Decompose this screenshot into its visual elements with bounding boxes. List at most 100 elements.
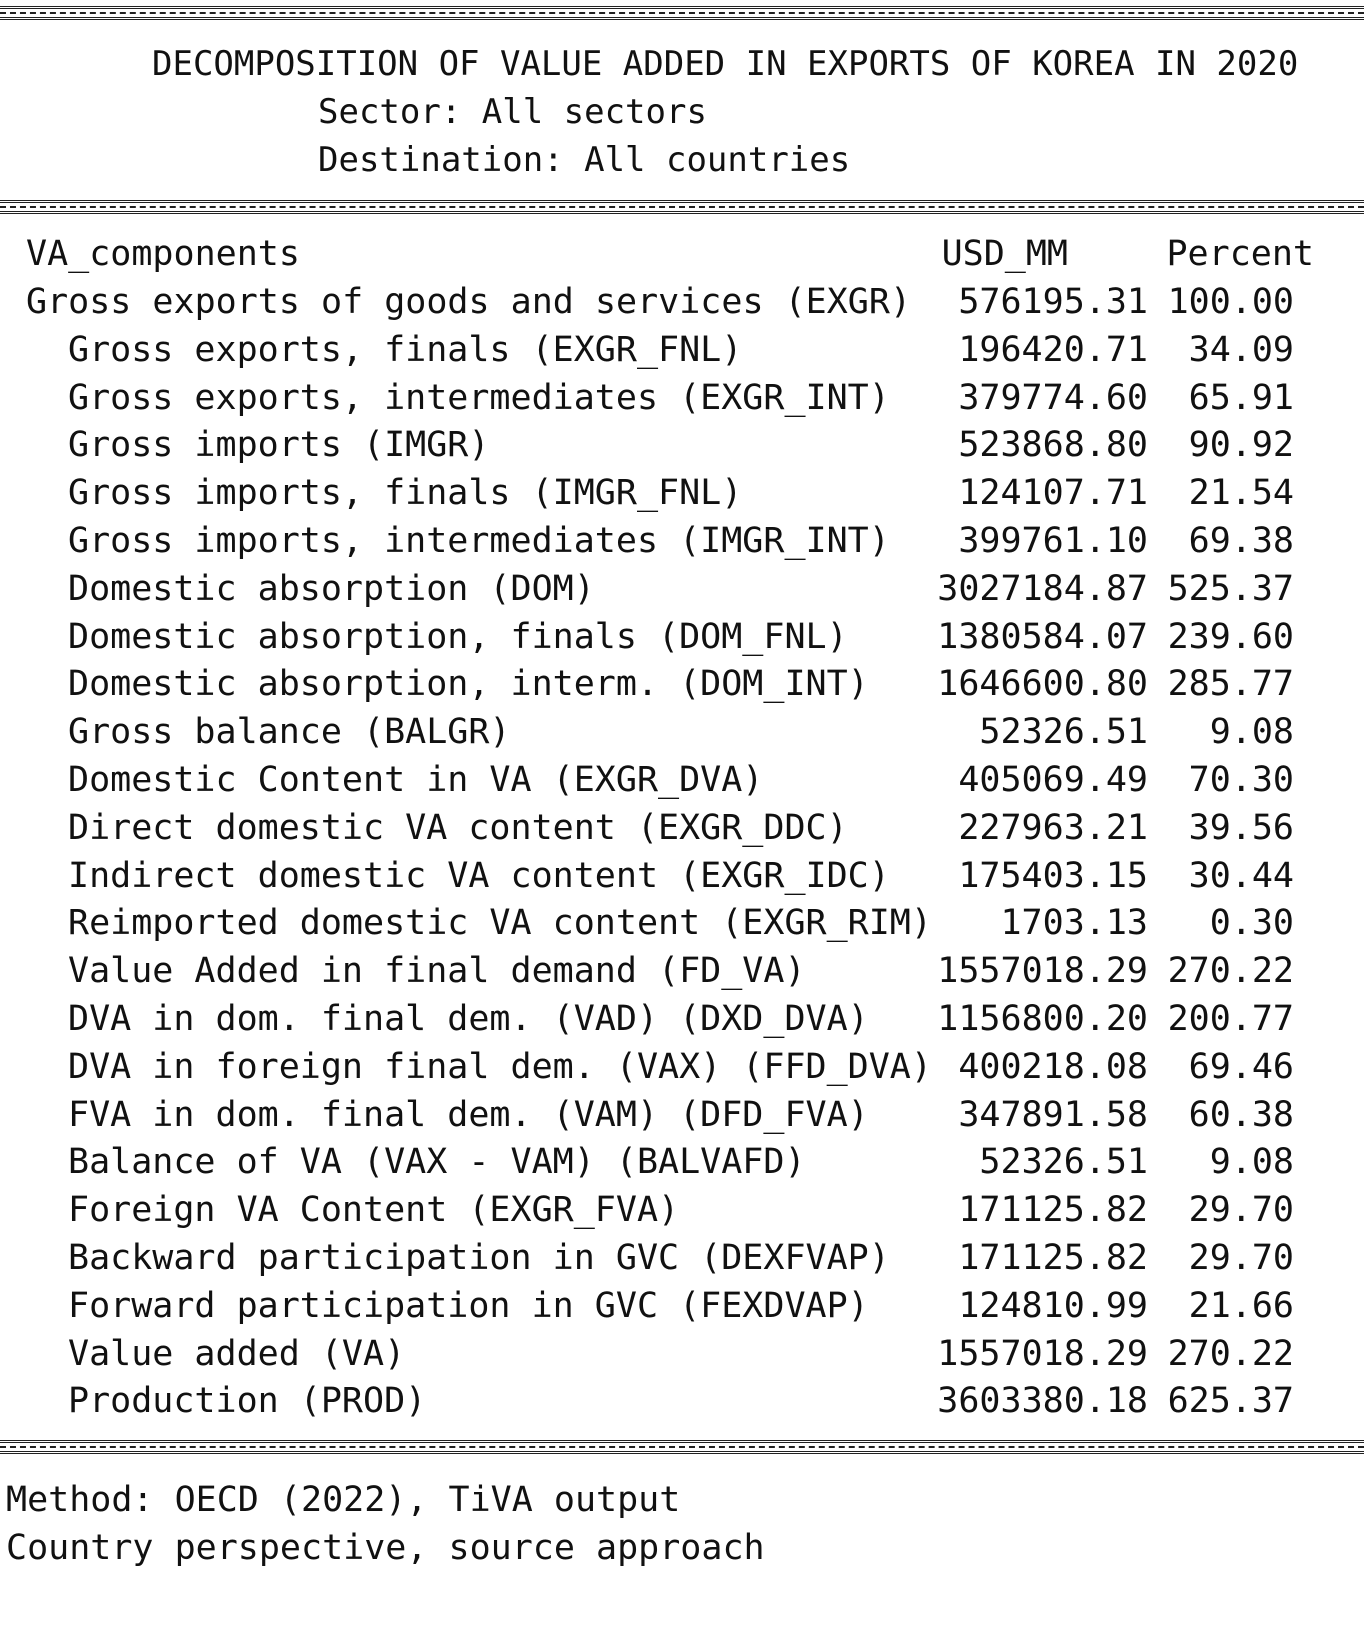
table-row: Direct domestic VA content (EXGR_DDC) 227… bbox=[0, 808, 1364, 858]
row-percent-value: 69.46 bbox=[1188, 1046, 1294, 1087]
row-usd-value: 52326.51 bbox=[979, 712, 1148, 753]
row-percent-value: 39.56 bbox=[1188, 807, 1294, 848]
column-header-percent: Percent bbox=[1166, 234, 1314, 274]
row-usd-value: 196420.71 bbox=[958, 329, 1148, 370]
destination-line: Destination: All countries bbox=[318, 140, 851, 180]
row-percent-value: 100.00 bbox=[1167, 282, 1294, 322]
table-row: Gross exports, finals (EXGR_FNL) 196420.7… bbox=[0, 330, 1364, 380]
row-usd-value: 347891.58 bbox=[958, 1094, 1148, 1135]
row-usd-value: 1646600.80 bbox=[937, 664, 1148, 705]
row-usd-value: 523868.80 bbox=[958, 425, 1148, 466]
table-row: Gross exports of goods and services (EXG… bbox=[0, 282, 1364, 332]
table-row: Domestic Content in VA (EXGR_DVA) 405069.… bbox=[0, 760, 1364, 810]
table-row: Balance of VA (VAX - VAM) (BALVAFD) 52326… bbox=[0, 1142, 1364, 1192]
table-row: Reimported domestic VA content (EXGR_RIM… bbox=[0, 903, 1364, 953]
row-label: Domestic absorption, finals (DOM_FNL) bbox=[68, 616, 848, 657]
table-row: Gross balance (BALGR) 52326.51 9.08 bbox=[0, 712, 1364, 762]
row-usd-value: 405069.49 bbox=[958, 760, 1148, 800]
row-label: Forward participation in GVC (FEXDVAP) bbox=[68, 1285, 869, 1326]
row-percent-value: 65.91 bbox=[1188, 377, 1294, 418]
row-percent-value: 0.30 bbox=[1209, 903, 1294, 944]
row-label: Value added (VA) bbox=[68, 1333, 406, 1374]
table-row: Gross exports, intermediates (EXGR_INT) 3… bbox=[0, 378, 1364, 428]
row-percent-value: 29.70 bbox=[1188, 1190, 1294, 1231]
row-label: Production (PROD) bbox=[68, 1381, 427, 1422]
table-row: Domestic absorption, finals (DOM_FNL) 138… bbox=[0, 617, 1364, 667]
row-percent-value: 21.66 bbox=[1188, 1285, 1294, 1326]
row-usd-value: 400218.08 bbox=[958, 1046, 1148, 1087]
row-label: Domestic absorption (DOM) bbox=[68, 568, 595, 609]
row-label: DVA in dom. final dem. (VAD) (DXD_DVA) bbox=[68, 999, 869, 1039]
row-label: Reimported domestic VA content (EXGR_RIM… bbox=[68, 903, 932, 944]
table-row: Gross imports (IMGR) 523868.80 90.92 bbox=[0, 425, 1364, 475]
row-percent-value: 21.54 bbox=[1188, 473, 1294, 514]
row-usd-value: 1380584.07 bbox=[937, 616, 1148, 657]
row-usd-value: 52326.51 bbox=[979, 1142, 1148, 1183]
row-percent-value: 625.37 bbox=[1167, 1381, 1294, 1422]
row-label: Indirect domestic VA content (EXGR_IDC) bbox=[68, 855, 890, 896]
row-usd-value: 3027184.87 bbox=[937, 568, 1148, 609]
row-label: Domestic Content in VA (EXGR_DVA) bbox=[68, 760, 764, 800]
table-row: DVA in dom. final dem. (VAD) (DXD_DVA) 11… bbox=[0, 999, 1364, 1049]
row-percent-value: 270.22 bbox=[1167, 1333, 1294, 1374]
row-label: Gross exports of goods and services (EXG… bbox=[26, 282, 912, 322]
row-percent-value: 285.77 bbox=[1167, 664, 1294, 705]
table-row: Backward participation in GVC (DEXFVAP) 1… bbox=[0, 1238, 1364, 1288]
row-label: Gross exports, intermediates (EXGR_INT) bbox=[68, 377, 890, 418]
row-usd-value: 124107.71 bbox=[958, 473, 1148, 514]
row-label: Gross exports, finals (EXGR_FNL) bbox=[68, 329, 743, 370]
table-header: VA_components USD_MM Percent bbox=[0, 234, 1364, 284]
row-percent-value: 90.92 bbox=[1188, 425, 1294, 466]
table-row: Production (PROD) 3603380.18 625.37 bbox=[0, 1381, 1364, 1431]
table-row: Gross imports, finals (IMGR_FNL) 124107.7… bbox=[0, 473, 1364, 523]
table-row: Gross imports, intermediates (IMGR_INT) 3… bbox=[0, 521, 1364, 571]
table-row: Indirect domestic VA content (EXGR_IDC) 1… bbox=[0, 856, 1364, 906]
report-title: DECOMPOSITION OF VALUE ADDED IN EXPORTS … bbox=[152, 44, 1299, 84]
row-label: Gross imports, intermediates (IMGR_INT) bbox=[68, 521, 890, 561]
row-label: FVA in dom. final dem. (VAM) (DFD_FVA) bbox=[68, 1094, 869, 1135]
table-row: Value Added in final demand (FD_VA) 15570… bbox=[0, 951, 1364, 1001]
table-row: FVA in dom. final dem. (VAM) (DFD_FVA) 34… bbox=[0, 1095, 1364, 1145]
row-percent-value: 69.38 bbox=[1188, 521, 1294, 561]
table-row: DVA in foreign final dem. (VAX) (FFD_DVA… bbox=[0, 1047, 1364, 1097]
row-usd-value: 3603380.18 bbox=[937, 1381, 1148, 1422]
row-usd-value: 1703.13 bbox=[1000, 903, 1148, 944]
column-header-usd: USD_MM bbox=[941, 234, 1068, 274]
row-label: Domestic absorption, interm. (DOM_INT) bbox=[68, 664, 869, 705]
row-percent-value: 200.77 bbox=[1167, 999, 1294, 1039]
row-percent-value: 60.38 bbox=[1188, 1094, 1294, 1135]
row-label: Balance of VA (VAX - VAM) (BALVAFD) bbox=[68, 1142, 806, 1183]
row-percent-value: 270.22 bbox=[1167, 951, 1294, 992]
row-usd-value: 124810.99 bbox=[958, 1285, 1148, 1326]
row-usd-value: 171125.82 bbox=[958, 1190, 1148, 1231]
row-label: Gross imports, finals (IMGR_FNL) bbox=[68, 473, 743, 514]
row-usd-value: 1557018.29 bbox=[937, 1333, 1148, 1374]
row-percent-value: 9.08 bbox=[1209, 712, 1294, 753]
row-label: Backward participation in GVC (DEXFVAP) bbox=[68, 1238, 890, 1278]
row-percent-value: 34.09 bbox=[1188, 329, 1294, 370]
row-usd-value: 175403.15 bbox=[958, 855, 1148, 896]
row-percent-value: 9.08 bbox=[1209, 1142, 1294, 1183]
row-usd-value: 1156800.20 bbox=[937, 999, 1148, 1039]
row-label: Value Added in final demand (FD_VA) bbox=[68, 951, 806, 992]
row-label: DVA in foreign final dem. (VAX) (FFD_DVA… bbox=[68, 1046, 932, 1087]
row-percent-value: 70.30 bbox=[1188, 760, 1294, 800]
table-row: Value added (VA) 1557018.29 270.22 bbox=[0, 1334, 1364, 1384]
row-label: Gross balance (BALGR) bbox=[68, 712, 511, 753]
row-label: Gross imports (IMGR) bbox=[68, 425, 490, 466]
row-usd-value: 399761.10 bbox=[958, 521, 1148, 561]
row-usd-value: 379774.60 bbox=[958, 377, 1148, 418]
top-separator bbox=[0, 6, 1364, 20]
table-row: Domestic absorption (DOM) 3027184.87 525.3… bbox=[0, 569, 1364, 619]
perspective-note: Country perspective, source approach bbox=[6, 1528, 765, 1568]
row-usd-value: 576195.31 bbox=[958, 282, 1148, 322]
header-separator bbox=[0, 200, 1364, 214]
method-note: Method: OECD (2022), TiVA output bbox=[6, 1480, 681, 1520]
sector-line: Sector: All sectors bbox=[318, 92, 707, 132]
row-label: Foreign VA Content (EXGR_FVA) bbox=[68, 1190, 680, 1231]
table-row: Foreign VA Content (EXGR_FVA) 171125.82 29… bbox=[0, 1190, 1364, 1240]
column-header-components: VA_components bbox=[26, 234, 300, 274]
bottom-separator bbox=[0, 1440, 1364, 1454]
table-row: Forward participation in GVC (FEXDVAP) 12… bbox=[0, 1286, 1364, 1336]
table-row: Domestic absorption, interm. (DOM_INT) 16… bbox=[0, 664, 1364, 714]
